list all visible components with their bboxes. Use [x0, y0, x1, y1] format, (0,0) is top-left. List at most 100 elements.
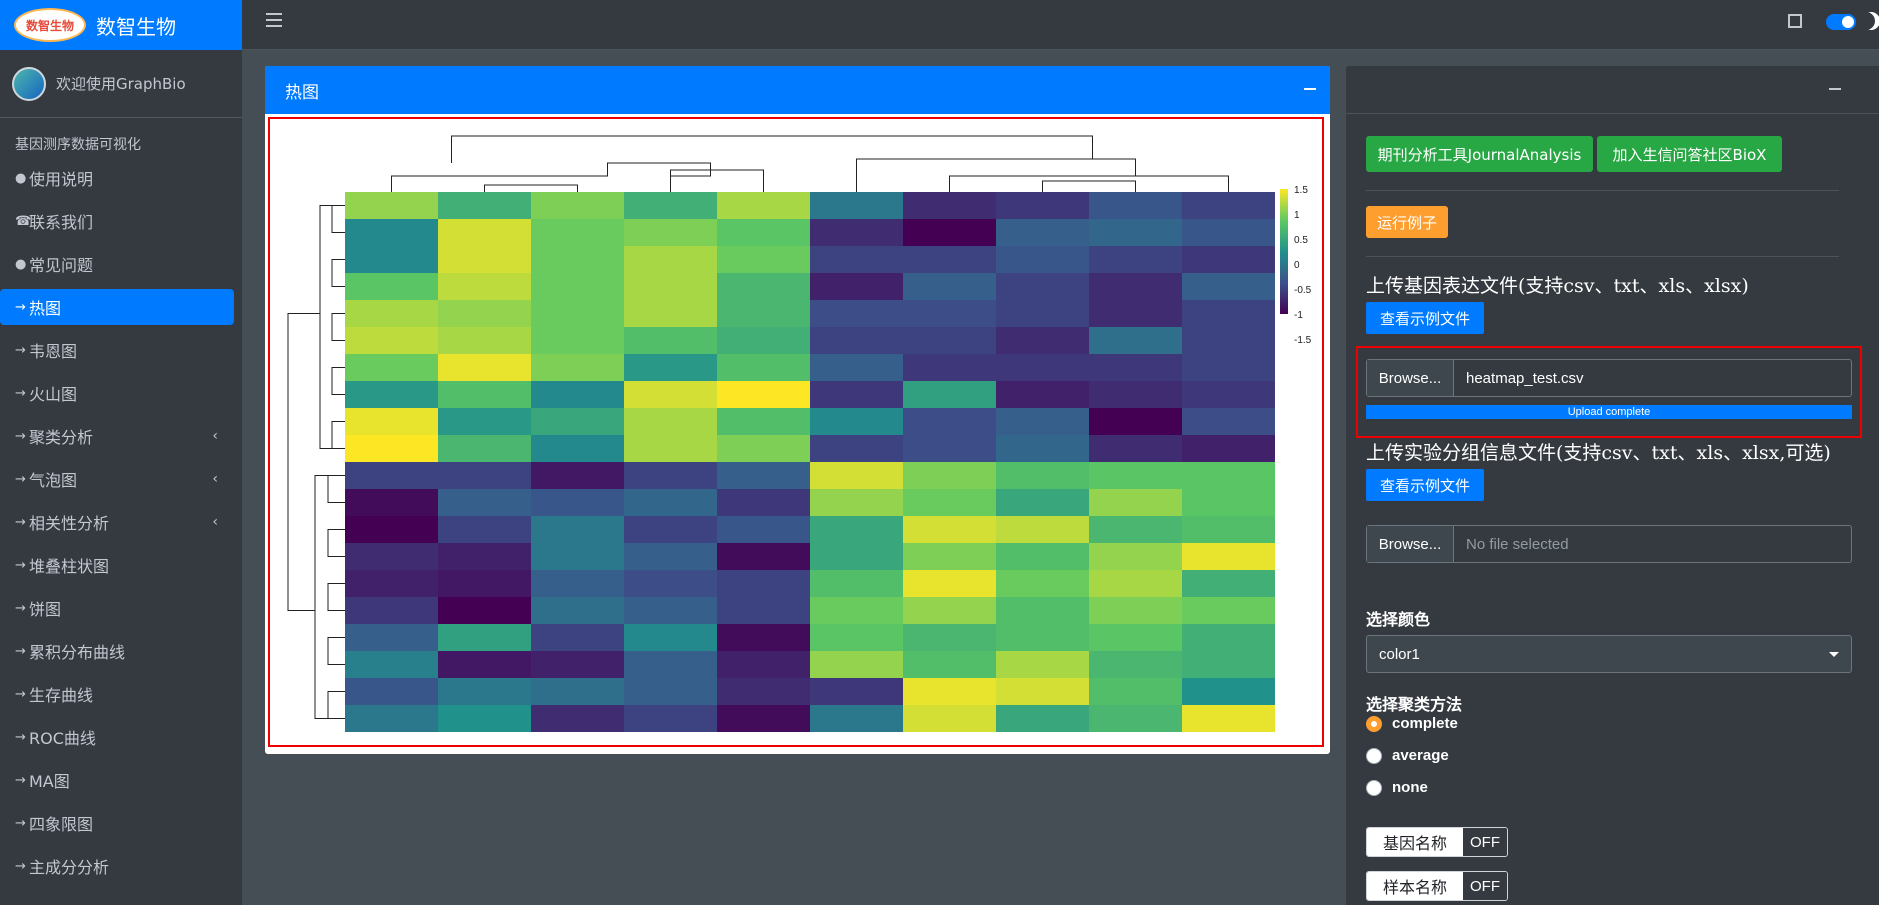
heatmap-cell — [624, 597, 717, 624]
arrow-icon: → — [15, 815, 26, 831]
radio-average-dot[interactable] — [1366, 747, 1382, 764]
radio-complete[interactable]: complete — [1366, 715, 1458, 732]
user-panel: 欢迎使用GraphBio — [0, 50, 242, 118]
sidebar-item-9[interactable]: → 堆叠柱状图 — [0, 547, 234, 583]
heatmap-cell — [345, 624, 438, 651]
journal-analysis-button[interactable]: 期刊分析工具JournalAnalysis — [1366, 136, 1593, 172]
sidebar-item-14[interactable]: → MA图 — [0, 762, 234, 798]
row-dendrogram-root — [287, 313, 320, 611]
fullscreen-icon[interactable] — [1788, 14, 1802, 28]
heatmap-cell — [1182, 246, 1275, 273]
heatmap-cell — [1182, 597, 1275, 624]
heatmap-cell — [1182, 624, 1275, 651]
sidebar-item-5[interactable]: → 火山图 — [0, 375, 234, 411]
heatmap-cell — [810, 570, 903, 597]
heatmap-cell — [903, 354, 996, 381]
heatmap-cell — [1182, 651, 1275, 678]
sidebar-item-10[interactable]: → 饼图 — [0, 590, 234, 626]
heatmap-cell — [438, 408, 531, 435]
heatmap-cell — [531, 705, 624, 732]
heatmap-cell — [996, 219, 1089, 246]
radio-complete-dot[interactable] — [1366, 715, 1382, 732]
heatmap-cell — [624, 327, 717, 354]
heatmap-cell — [438, 354, 531, 381]
heatmap-cell — [810, 246, 903, 273]
heatmap-cell — [903, 516, 996, 543]
heatmap-cell — [903, 408, 996, 435]
sidebar-item-4[interactable]: → 韦恩图 — [0, 332, 234, 368]
sample-name-label: 样本名称 — [1367, 872, 1463, 900]
file-name-1: heatmap_test.csv — [1466, 369, 1584, 387]
heatmap-cell — [624, 705, 717, 732]
heatmap-cell — [438, 273, 531, 300]
browse-button-2[interactable]: Browse... — [1367, 526, 1454, 562]
sidebar-item-0[interactable]: ● 使用说明 — [0, 160, 234, 196]
col-dendrogram-branch — [1042, 180, 1136, 192]
row-dendrogram-branch — [331, 259, 345, 287]
heatmap-cell — [1182, 192, 1275, 219]
sidebar-item-6[interactable]: → 聚类分析 ‹ — [0, 418, 234, 454]
heatmap-cell — [903, 327, 996, 354]
heatmap-cell — [1182, 543, 1275, 570]
radio-average[interactable]: average — [1366, 747, 1449, 764]
heatmap-cell — [345, 273, 438, 300]
menu-toggle-icon[interactable] — [266, 13, 282, 27]
sidebar-item-7[interactable]: → 气泡图 ‹ — [0, 461, 234, 497]
biox-button[interactable]: 加入生信问答社区BioX — [1597, 136, 1782, 172]
color-select[interactable]: color1 — [1366, 635, 1852, 673]
heatmap-cell — [1089, 354, 1182, 381]
collapse-icon[interactable] — [1829, 88, 1841, 90]
heatmap-cell — [531, 246, 624, 273]
sidebar-item-label: 聚类分析 — [29, 428, 94, 447]
heatmap-cell — [438, 597, 531, 624]
arrow-icon: → — [15, 342, 26, 358]
heatmap-cell — [624, 624, 717, 651]
brand[interactable]: 数智生物 数智生物 — [0, 0, 242, 50]
heatmap-cell — [903, 543, 996, 570]
radio-none[interactable]: none — [1366, 779, 1428, 796]
heatmap-cell — [531, 516, 624, 543]
heatmap-cell — [903, 624, 996, 651]
heatmap-cell — [1182, 705, 1275, 732]
run-example-button[interactable]: 运行例子 — [1366, 206, 1448, 238]
heatmap-cell — [345, 597, 438, 624]
heatmap-cell — [531, 408, 624, 435]
heatmap-cell — [531, 354, 624, 381]
sidebar-item-1[interactable]: ☎ 联系我们 — [0, 203, 234, 239]
sidebar-item-13[interactable]: → ROC曲线 — [0, 719, 234, 755]
sidebar-item-11[interactable]: → 累积分布曲线 — [0, 633, 234, 669]
sidebar-item-15[interactable]: → 四象限图 — [0, 805, 234, 841]
dark-mode-toggle[interactable] — [1826, 14, 1856, 30]
sidebar-item-label: 热图 — [29, 299, 62, 318]
view-example-button-1[interactable]: 查看示例文件 — [1366, 302, 1484, 334]
heatmap-cell — [624, 219, 717, 246]
collapse-icon[interactable] — [1304, 88, 1316, 90]
gene-name-switch[interactable]: 基因名称 OFF — [1366, 827, 1508, 857]
sidebar-item-12[interactable]: → 生存曲线 — [0, 676, 234, 712]
sidebar-item-label: 韦恩图 — [29, 342, 78, 361]
heatmap-cell — [1089, 246, 1182, 273]
legend-tick-label: 1.5 — [1294, 185, 1308, 196]
sidebar-item-16[interactable]: → 主成分分析 — [0, 848, 234, 884]
heatmap-cell — [810, 543, 903, 570]
expression-file-input[interactable]: Browse... heatmap_test.csv — [1366, 359, 1852, 397]
view-example-button-2[interactable]: 查看示例文件 — [1366, 469, 1484, 501]
radio-none-dot[interactable] — [1366, 779, 1382, 796]
heatmap-cell — [438, 489, 531, 516]
browse-button-1[interactable]: Browse... — [1367, 360, 1454, 396]
arrow-icon: → — [15, 643, 26, 659]
sidebar: 欢迎使用GraphBio 基因测序数据可视化 ● 使用说明 ☎ 联系我们 ● 常见问题 → 热… — [0, 50, 242, 905]
sidebar-item-2[interactable]: ● 常见问题 — [0, 246, 234, 282]
heatmap-cell — [717, 624, 810, 651]
sidebar-item-8[interactable]: → 相关性分析 ‹ — [0, 504, 234, 540]
heatmap-cell — [903, 597, 996, 624]
heatmap-cell — [810, 381, 903, 408]
sample-name-switch[interactable]: 样本名称 OFF — [1366, 871, 1508, 901]
sidebar-item-3[interactable]: → 热图 — [0, 289, 234, 325]
heatmap-cell — [1089, 462, 1182, 489]
heatmap-cell — [438, 327, 531, 354]
col-dendrogram-branch — [949, 175, 1229, 192]
heatmap-cell — [903, 273, 996, 300]
group-file-input[interactable]: Browse... No file selected — [1366, 525, 1852, 563]
heatmap-cell — [810, 273, 903, 300]
